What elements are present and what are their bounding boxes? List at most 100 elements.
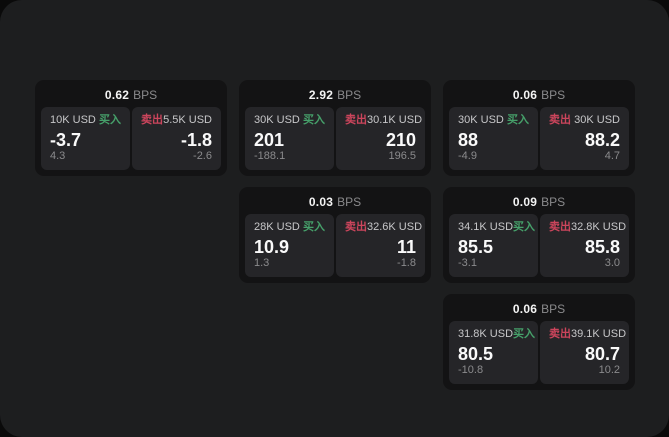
bps-value: 0.62 — [104, 87, 130, 102]
sell-sub-value: 4.7 — [604, 150, 620, 162]
buy-size: 28K USD — [254, 221, 300, 233]
quote-panels: 10K USD 买入 -3.7 4.3 卖出 5.5K USD -1.8 -2.… — [35, 107, 227, 176]
quote-panels: 30K USD 买入 201 -188.1 卖出 30.1K USD 210 1… — [239, 107, 431, 176]
card-header: 0.06 BPS — [443, 80, 635, 107]
sell-panel-header: 卖出 39.1K USD — [549, 328, 626, 341]
sell-label: 卖出 — [345, 114, 367, 126]
sell-size: 30.1K USD — [367, 114, 423, 126]
buy-panel[interactable]: 34.1K USD 买入 85.5 -3.1 — [449, 214, 538, 277]
buy-size: 30K USD — [458, 114, 504, 126]
sell-price: 11 — [396, 237, 416, 257]
buy-price: -3.7 — [50, 130, 82, 150]
quote-card: 0.09 BPS 34.1K USD 买入 85.5 -3.1 卖出 32.8K… — [443, 187, 635, 283]
buy-price: 80.5 — [458, 344, 494, 364]
buy-sub-value: -188.1 — [254, 150, 286, 162]
sell-panel[interactable]: 卖出 30K USD 88.2 4.7 — [540, 107, 629, 170]
sell-panel-header: 卖出 5.5K USD — [141, 114, 212, 127]
buy-price: 10.9 — [254, 237, 290, 257]
quote-card-grid: 0.62 BPS 10K USD 买入 -3.7 4.3 卖出 5.5K USD… — [35, 80, 635, 390]
sell-panel[interactable]: 卖出 5.5K USD -1.8 -2.6 — [132, 107, 221, 170]
bps-unit-label: BPS — [133, 87, 158, 102]
sell-sub-value: 196.5 — [388, 150, 416, 162]
card-header: 0.03 BPS — [239, 187, 431, 214]
buy-panel-header: 28K USD 买入 — [254, 221, 325, 234]
card-header: 0.09 BPS — [443, 187, 635, 214]
buy-panel-header: 30K USD 买入 — [458, 114, 529, 127]
buy-panel[interactable]: 28K USD 买入 10.9 1.3 — [245, 214, 334, 277]
sell-panel[interactable]: 卖出 32.6K USD 11 -1.8 — [336, 214, 425, 277]
bps-unit-label: BPS — [541, 301, 566, 316]
buy-sub-value: -4.9 — [458, 150, 477, 162]
sell-price: 210 — [385, 130, 416, 150]
buy-panel[interactable]: 31.8K USD 买入 80.5 -10.8 — [449, 321, 538, 384]
sell-panel[interactable]: 卖出 32.8K USD 85.8 3.0 — [540, 214, 629, 277]
sell-sub-value: -1.8 — [397, 257, 416, 269]
card-header: 2.92 BPS — [239, 80, 431, 107]
bps-value: 0.06 — [512, 301, 538, 316]
quote-card: 0.06 BPS 30K USD 买入 88 -4.9 卖出 30K USD 8… — [443, 80, 635, 176]
buy-panel-header: 30K USD 买入 — [254, 114, 325, 127]
buy-label: 买入 — [303, 221, 325, 233]
buy-price: 85.5 — [458, 237, 494, 257]
sell-label: 卖出 — [141, 114, 163, 126]
quote-panels: 28K USD 买入 10.9 1.3 卖出 32.6K USD 11 -1.8 — [239, 214, 431, 283]
bps-unit-label: BPS — [541, 194, 566, 209]
buy-panel[interactable]: 30K USD 买入 201 -188.1 — [245, 107, 334, 170]
quote-panels: 30K USD 买入 88 -4.9 卖出 30K USD 88.2 4.7 — [443, 107, 635, 176]
sell-size: 32.8K USD — [571, 221, 627, 233]
buy-sub-value: 1.3 — [254, 257, 270, 269]
buy-sub-value: -10.8 — [458, 364, 484, 376]
sell-size: 5.5K USD — [163, 114, 212, 126]
buy-price: 88 — [458, 130, 479, 150]
bps-value: 0.06 — [512, 87, 538, 102]
buy-size: 10K USD — [50, 114, 96, 126]
sell-panel-header: 卖出 32.6K USD — [345, 221, 422, 234]
sell-size: 39.1K USD — [571, 328, 627, 340]
bps-value: 0.03 — [308, 194, 334, 209]
sell-size: 30K USD — [574, 114, 620, 126]
sell-panel[interactable]: 卖出 30.1K USD 210 196.5 — [336, 107, 425, 170]
buy-sub-value: 4.3 — [50, 150, 66, 162]
quote-card: 0.62 BPS 10K USD 买入 -3.7 4.3 卖出 5.5K USD… — [35, 80, 227, 176]
buy-panel[interactable]: 30K USD 买入 88 -4.9 — [449, 107, 538, 170]
sell-label: 卖出 — [345, 221, 367, 233]
sell-sub-value: 3.0 — [604, 257, 620, 269]
bps-value: 0.09 — [512, 194, 538, 209]
bps-value: 2.92 — [308, 87, 334, 102]
buy-label: 买入 — [513, 221, 536, 233]
quote-card: 2.92 BPS 30K USD 买入 201 -188.1 卖出 30.1K … — [239, 80, 431, 176]
buy-size: 30K USD — [254, 114, 300, 126]
bps-unit-label: BPS — [541, 87, 566, 102]
sell-size: 32.6K USD — [367, 221, 423, 233]
buy-label: 买入 — [303, 114, 325, 126]
buy-panel-header: 10K USD 买入 — [50, 114, 121, 127]
sell-price: 80.7 — [584, 344, 620, 364]
quote-panels: 31.8K USD 买入 80.5 -10.8 卖出 39.1K USD 80.… — [443, 321, 635, 390]
sell-panel[interactable]: 卖出 39.1K USD 80.7 10.2 — [540, 321, 629, 384]
buy-size: 34.1K USD — [458, 221, 514, 233]
buy-panel[interactable]: 10K USD 买入 -3.7 4.3 — [41, 107, 130, 170]
buy-price: 201 — [254, 130, 285, 150]
card-header: 0.62 BPS — [35, 80, 227, 107]
sell-panel-header: 卖出 30.1K USD — [345, 114, 422, 127]
sell-price: 88.2 — [584, 130, 620, 150]
buy-label: 买入 — [513, 328, 536, 340]
sell-label: 卖出 — [549, 114, 571, 126]
sell-panel-header: 卖出 32.8K USD — [549, 221, 626, 234]
card-header: 0.06 BPS — [443, 294, 635, 321]
buy-label: 买入 — [507, 114, 529, 126]
quote-card: 0.06 BPS 31.8K USD 买入 80.5 -10.8 卖出 39.1… — [443, 294, 635, 390]
buy-sub-value: -3.1 — [458, 257, 477, 269]
sell-label: 卖出 — [549, 328, 571, 340]
buy-size: 31.8K USD — [458, 328, 514, 340]
sell-sub-value: -2.6 — [193, 150, 212, 162]
quote-card: 0.03 BPS 28K USD 买入 10.9 1.3 卖出 32.6K US… — [239, 187, 431, 283]
quote-panels: 34.1K USD 买入 85.5 -3.1 卖出 32.8K USD 85.8… — [443, 214, 635, 283]
sell-label: 卖出 — [549, 221, 571, 233]
buy-label: 买入 — [99, 114, 121, 126]
bps-unit-label: BPS — [337, 87, 362, 102]
buy-panel-header: 31.8K USD 买入 — [458, 328, 535, 341]
sell-price: 85.8 — [584, 237, 620, 257]
sell-price: -1.8 — [180, 130, 212, 150]
